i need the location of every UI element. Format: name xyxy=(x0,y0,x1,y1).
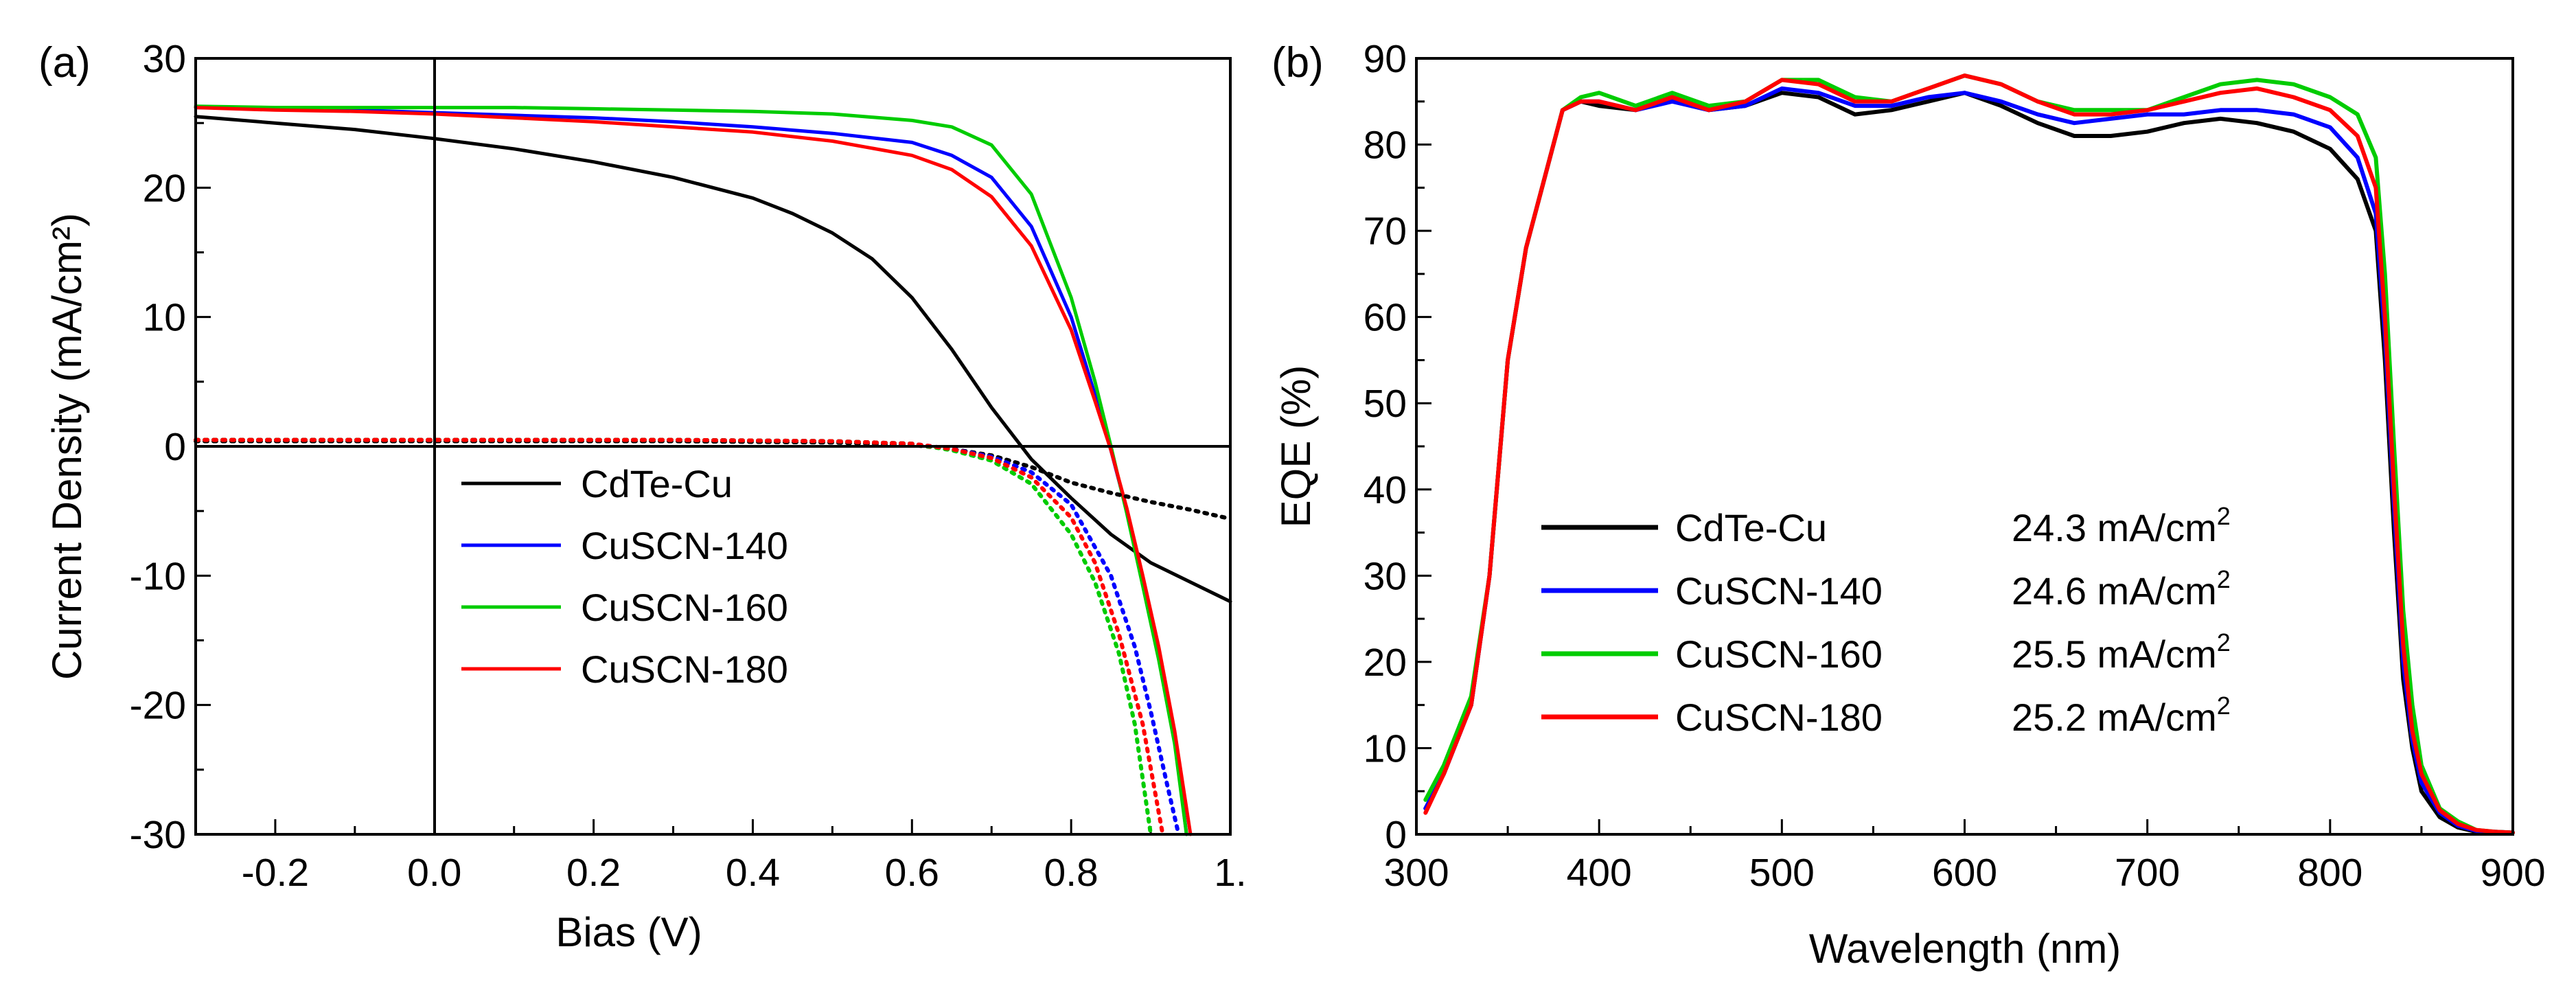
legend-b-label-160: CuSCN-160 xyxy=(1675,632,1883,676)
panel-a-plot-frame xyxy=(194,57,1232,836)
panel-b-y-tick-label: 10 xyxy=(1364,727,1407,770)
panel-b-x-tick-label: 400 xyxy=(1567,851,1632,895)
panel-a-y-axis-label: Current Density (mA/cm²) xyxy=(44,213,90,680)
legend-a-label-cdte: CdTe-Cu xyxy=(581,462,733,505)
legend-b-jsc-cdte: 24.3 mA/cm2 xyxy=(2012,502,2231,549)
panel-a-y-tick-label: -30 xyxy=(130,813,186,857)
panel-a-y-tick-label: 20 xyxy=(143,166,186,210)
panel-b-x-tick-label: 800 xyxy=(2297,851,2362,895)
panel-a-x-tick-label: -0.2 xyxy=(242,851,309,895)
panel-b-y-tick-label: 40 xyxy=(1364,468,1407,512)
legend-a-label-140: CuSCN-140 xyxy=(581,524,788,567)
series-line-cuscn-180 xyxy=(1423,73,2515,835)
panel-b-x-tick-label: 700 xyxy=(2115,851,2180,895)
panel-b-x-tick-label: 300 xyxy=(1383,851,1449,895)
legend-b-label-cdte: CdTe-Cu xyxy=(1675,506,1827,549)
series-line-cuscn-140 xyxy=(1423,86,2515,835)
legend-a-label-180: CuSCN-180 xyxy=(581,648,788,691)
panel-b-series xyxy=(1423,73,2515,835)
panel-b-y-tick-label: 20 xyxy=(1364,641,1407,685)
panel-b-y-tick-label: 80 xyxy=(1364,124,1407,168)
panel-a-series xyxy=(194,104,1232,836)
panel-b-x-tick-label: 900 xyxy=(2480,851,2545,895)
panel-a: (a) 30 20 10 0 -10 -20 -30 -0.2 0.0 0.2 0.4 0.6 0.8… xyxy=(38,37,1247,955)
panel-b-y-axis-label: EQE (%) xyxy=(1273,365,1319,528)
legend-b-jsc-160-sup: 2 xyxy=(2217,628,2231,656)
legend-b-jsc-180-value: 25.2 mA/cm xyxy=(2012,696,2217,739)
panel-b-y-tick-label: 30 xyxy=(1364,554,1407,598)
legend-b-jsc-180: 25.2 mA/cm2 xyxy=(2012,691,2231,739)
panel-a-x-tick-label: 0.2 xyxy=(566,851,621,895)
legend-b-jsc-140-sup: 2 xyxy=(2217,565,2231,593)
series-line-cuscn-180-light xyxy=(194,106,1193,836)
panel-b-y-tick-label: 90 xyxy=(1364,37,1407,81)
panel-a-x-tick-label: 0.0 xyxy=(407,851,461,895)
panel-a-y-tick-label: -10 xyxy=(130,554,186,598)
panel-b: (b) 0 10 20 30 40 50 60 70 80 90 300 400 500 600 700 8… xyxy=(1272,37,2546,972)
panel-b-x-axis-label: Wavelength (nm) xyxy=(1809,926,2121,972)
legend-b-label-140: CuSCN-140 xyxy=(1675,569,1883,613)
panel-b-x-tick-label: 500 xyxy=(1749,851,1815,895)
panel-b-x-tick-label: 600 xyxy=(1932,851,1997,895)
panel-a-legend: CdTe-Cu CuSCN-140 CuSCN-160 CuSCN-180 xyxy=(461,462,788,691)
series-line-cuscn-160-light xyxy=(194,104,1188,836)
panel-b-y-tick-label: 60 xyxy=(1364,296,1407,340)
series-line-cdte-cu-light xyxy=(194,115,1232,604)
panel-a-y-axis-label-text: Current Density (mA/cm²) xyxy=(44,213,90,680)
panel-a-label: (a) xyxy=(38,39,91,87)
panel-a-x-axis-label: Bias (V) xyxy=(555,909,702,955)
panel-b-y-tick-label: 70 xyxy=(1364,209,1407,253)
legend-b-jsc-140-value: 24.6 mA/cm xyxy=(2012,569,2217,613)
legend-b-jsc-180-sup: 2 xyxy=(2217,691,2231,720)
legend-b-jsc-140: 24.6 mA/cm2 xyxy=(2012,565,2231,613)
legend-b-jsc-cdte-sup: 2 xyxy=(2217,502,2231,530)
panel-a-y-tick-label: 0 xyxy=(164,425,186,469)
panel-a-x-tick-label: 0.6 xyxy=(885,851,939,895)
legend-b-jsc-160-value: 25.5 mA/cm xyxy=(2012,632,2217,676)
panel-b-label: (b) xyxy=(1272,39,1324,87)
panel-a-x-tick-label: 0.4 xyxy=(726,851,780,895)
panel-a-x-tick-label: 0.8 xyxy=(1044,851,1099,895)
panel-a-y-tick-label: 10 xyxy=(143,296,186,340)
panel-b-y-tick-label: 0 xyxy=(1385,813,1407,857)
panel-b-legend: CdTe-Cu 24.3 mA/cm2 CuSCN-140 24.6 mA/cm… xyxy=(1541,502,2231,739)
legend-a-label-160: CuSCN-160 xyxy=(581,586,788,629)
legend-b-label-180: CuSCN-180 xyxy=(1675,696,1883,739)
panel-b-plot-frame xyxy=(1415,57,2514,836)
panel-b-y-tick-label: 50 xyxy=(1364,382,1407,426)
legend-b-jsc-160: 25.5 mA/cm2 xyxy=(2012,628,2231,676)
series-line-cuscn-180-dark xyxy=(194,437,1165,836)
panel-a-y-tick-label: -20 xyxy=(130,684,186,728)
panel-a-x-tick-label: 1. xyxy=(1214,851,1247,895)
series-line-cdte-cu xyxy=(1423,91,2515,835)
legend-b-jsc-cdte-value: 24.3 mA/cm xyxy=(2012,506,2217,549)
panel-a-y-tick-label: 30 xyxy=(143,37,186,81)
